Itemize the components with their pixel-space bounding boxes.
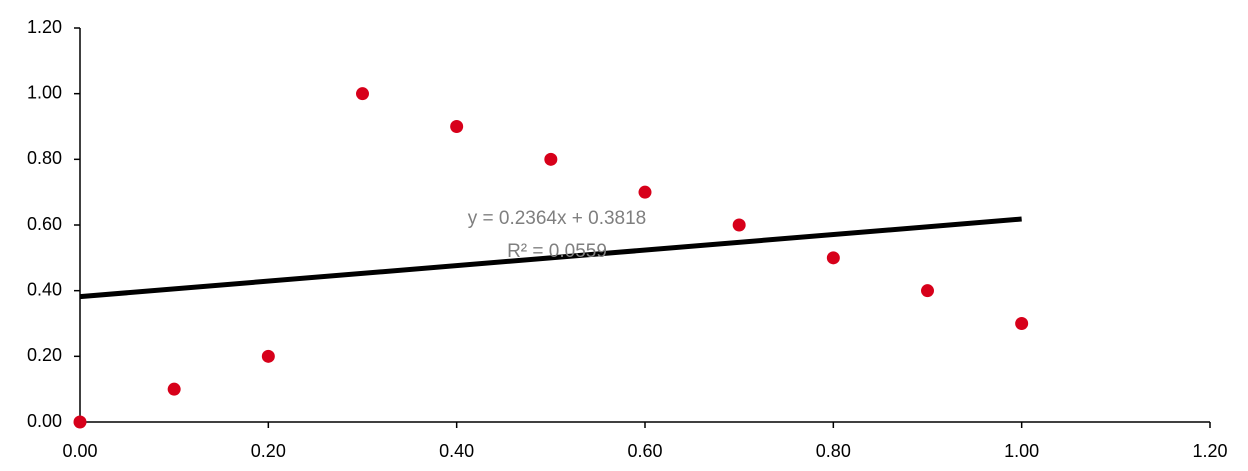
y-tick-label: 0.60: [27, 214, 62, 234]
point: [1015, 317, 1029, 330]
y-tick-label: 0.20: [27, 345, 62, 365]
point: [638, 185, 652, 199]
point: [921, 284, 934, 298]
point: [826, 251, 840, 265]
x-tick-label: 0.20: [251, 441, 286, 461]
point: [356, 87, 369, 101]
x-tick-label: 1.00: [1004, 441, 1039, 461]
y-tick-label: 0.00: [27, 411, 62, 431]
y-tick-label: 0.40: [27, 279, 62, 299]
point: [732, 218, 746, 232]
point: [261, 349, 275, 363]
point: [73, 415, 87, 429]
x-tick-label: 0.40: [439, 441, 474, 461]
y-tick-label: 0.80: [27, 148, 62, 168]
x-tick-label: 0.60: [627, 441, 662, 461]
trendline-equation: y = 0.2364x + 0.3818: [468, 208, 647, 229]
point: [167, 382, 181, 396]
point: [450, 120, 464, 133]
trendline: [79, 216, 1022, 300]
trendline-r-squared: R² = 0.0559: [507, 241, 607, 262]
x-tick-label: 0.00: [62, 441, 97, 461]
point: [544, 152, 558, 166]
y-tick-label: 1.00: [27, 82, 62, 102]
y-tick-label: 1.20: [27, 17, 62, 37]
x-tick-label: 1.20: [1192, 441, 1227, 461]
x-tick-label: 0.80: [816, 441, 851, 461]
